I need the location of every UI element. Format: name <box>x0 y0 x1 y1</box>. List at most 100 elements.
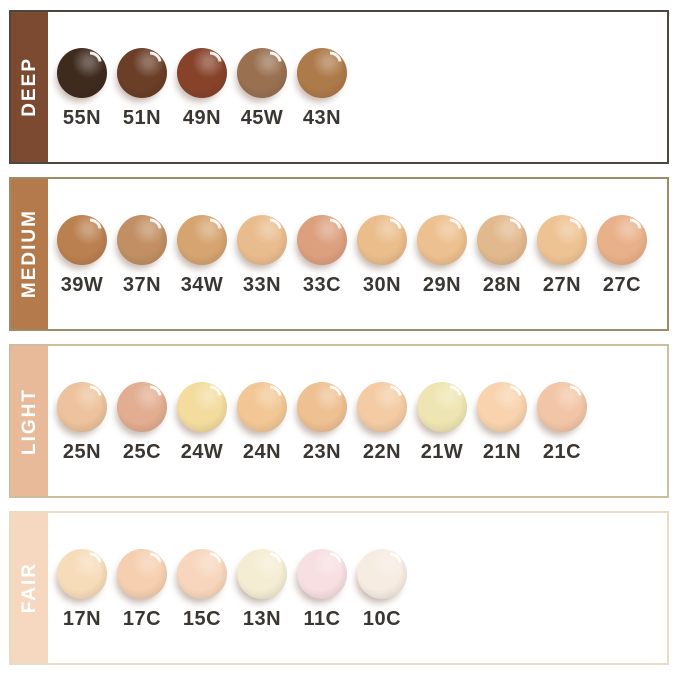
swatch-list: 55N 51N 49N 45W 43N <box>48 12 667 162</box>
shade-swatch-27n: 27N <box>532 214 592 297</box>
shade-code-label: 55N <box>62 107 102 129</box>
shade-code-label: 25N <box>62 441 102 463</box>
shade-swatch-39w: 39W <box>52 214 112 297</box>
shade-swatch-circle <box>477 214 527 265</box>
gloss-highlight-icon <box>197 381 226 410</box>
shade-swatch-15c: 15C <box>172 548 232 631</box>
shade-code-label: 43N <box>302 107 342 129</box>
shade-swatch-circle <box>357 214 407 265</box>
shade-swatch-29n: 29N <box>412 214 472 297</box>
shade-code-label: 25C <box>122 441 162 463</box>
gloss-highlight-icon <box>557 381 586 410</box>
shade-swatch-circle <box>177 47 227 98</box>
shade-code-label: 24W <box>180 441 224 463</box>
shade-code-label: 27C <box>602 274 642 296</box>
shade-swatch-circle <box>357 548 407 599</box>
shade-swatch-13n: 13N <box>232 548 292 631</box>
gloss-highlight-icon <box>137 548 166 577</box>
shade-swatch-circle <box>237 548 287 599</box>
gloss-highlight-icon <box>437 214 466 243</box>
gloss-highlight-icon <box>77 381 106 410</box>
gloss-highlight-icon <box>377 214 406 243</box>
shade-code-label: 51N <box>122 107 162 129</box>
shade-swatch-24w: 24W <box>172 381 232 464</box>
shade-swatch-22n: 22N <box>352 381 412 464</box>
gloss-highlight-icon <box>257 548 286 577</box>
shade-swatch-21c: 21C <box>532 381 592 464</box>
shade-swatch-circle <box>297 381 347 432</box>
gloss-highlight-icon <box>437 381 466 410</box>
shade-code-label: 49N <box>182 107 222 129</box>
shade-code-label: 15C <box>182 608 222 630</box>
shade-swatch-circle <box>177 214 227 265</box>
gloss-highlight-icon <box>77 548 106 577</box>
shade-swatch-circle <box>177 381 227 432</box>
swatch-list: 17N 17C 15C 13N 11C 10C <box>48 513 667 663</box>
shade-swatch-21n: 21N <box>472 381 532 464</box>
swatch-list: 39W 37N 34W 33N 33C 30N 29N <box>48 179 667 329</box>
shade-swatch-17n: 17N <box>52 548 112 631</box>
shade-swatch-28n: 28N <box>472 214 532 297</box>
gloss-highlight-icon <box>557 214 586 243</box>
shade-swatch-21w: 21W <box>412 381 472 464</box>
shade-swatch-51n: 51N <box>112 47 172 130</box>
shade-swatch-circle <box>537 381 587 432</box>
shade-swatch-circle <box>57 214 107 265</box>
shade-code-label: 21W <box>420 441 464 463</box>
gloss-highlight-icon <box>257 47 286 76</box>
gloss-highlight-icon <box>317 214 346 243</box>
row-category-label: LIGHT <box>18 387 40 455</box>
gloss-highlight-icon <box>377 381 406 410</box>
shade-swatch-circle <box>177 548 227 599</box>
shade-swatch-25c: 25C <box>112 381 172 464</box>
shade-swatch-43n: 43N <box>292 47 352 130</box>
shade-code-label: 21N <box>482 441 522 463</box>
shade-swatch-45w: 45W <box>232 47 292 130</box>
row-category-label: DEEP <box>18 57 40 117</box>
shade-swatch-34w: 34W <box>172 214 232 297</box>
shade-code-label: 34W <box>180 274 224 296</box>
shade-swatch-circle <box>117 381 167 432</box>
gloss-highlight-icon <box>257 214 286 243</box>
shade-row-light: LIGHT 25N 25C 24W 24N 23N <box>9 344 669 498</box>
shade-code-label: 29N <box>422 274 462 296</box>
shade-row-fair: FAIR 17N 17C 15C 13N 11C 1 <box>9 511 669 665</box>
shade-swatch-circle <box>417 381 467 432</box>
shade-swatch-circle <box>57 47 107 98</box>
shade-code-label: 33N <box>242 274 282 296</box>
shade-swatch-49n: 49N <box>172 47 232 130</box>
shade-swatch-circle <box>57 381 107 432</box>
shade-code-label: 37N <box>122 274 162 296</box>
gloss-highlight-icon <box>77 214 106 243</box>
shade-code-label: 28N <box>482 274 522 296</box>
shade-swatch-circle <box>477 381 527 432</box>
gloss-highlight-icon <box>317 47 346 76</box>
shade-code-label: 13N <box>242 608 282 630</box>
shade-code-label: 17C <box>122 608 162 630</box>
gloss-highlight-icon <box>137 214 166 243</box>
shade-swatch-circle <box>237 214 287 265</box>
row-category-label: FAIR <box>18 562 40 614</box>
row-category-sidebar: DEEP <box>11 12 48 162</box>
shade-row-medium: MEDIUM 39W 37N 34W 33N 33C <box>9 177 669 331</box>
shade-code-label: 23N <box>302 441 342 463</box>
shade-swatch-17c: 17C <box>112 548 172 631</box>
gloss-highlight-icon <box>317 548 346 577</box>
shade-swatch-circle <box>237 381 287 432</box>
shade-swatch-circle <box>117 214 167 265</box>
shade-code-label: 39W <box>60 274 104 296</box>
shade-swatch-24n: 24N <box>232 381 292 464</box>
row-category-sidebar: LIGHT <box>11 346 48 496</box>
gloss-highlight-icon <box>497 381 526 410</box>
shade-swatch-circle <box>297 47 347 98</box>
shade-code-label: 33C <box>302 274 342 296</box>
shade-swatch-circle <box>297 548 347 599</box>
shade-code-label: 17N <box>62 608 102 630</box>
shade-code-label: 27N <box>542 274 582 296</box>
shade-swatch-11c: 11C <box>292 548 352 631</box>
shade-code-label: 30N <box>362 274 402 296</box>
shade-code-label: 22N <box>362 441 402 463</box>
shade-code-label: 24N <box>242 441 282 463</box>
shade-swatch-30n: 30N <box>352 214 412 297</box>
shade-swatch-37n: 37N <box>112 214 172 297</box>
